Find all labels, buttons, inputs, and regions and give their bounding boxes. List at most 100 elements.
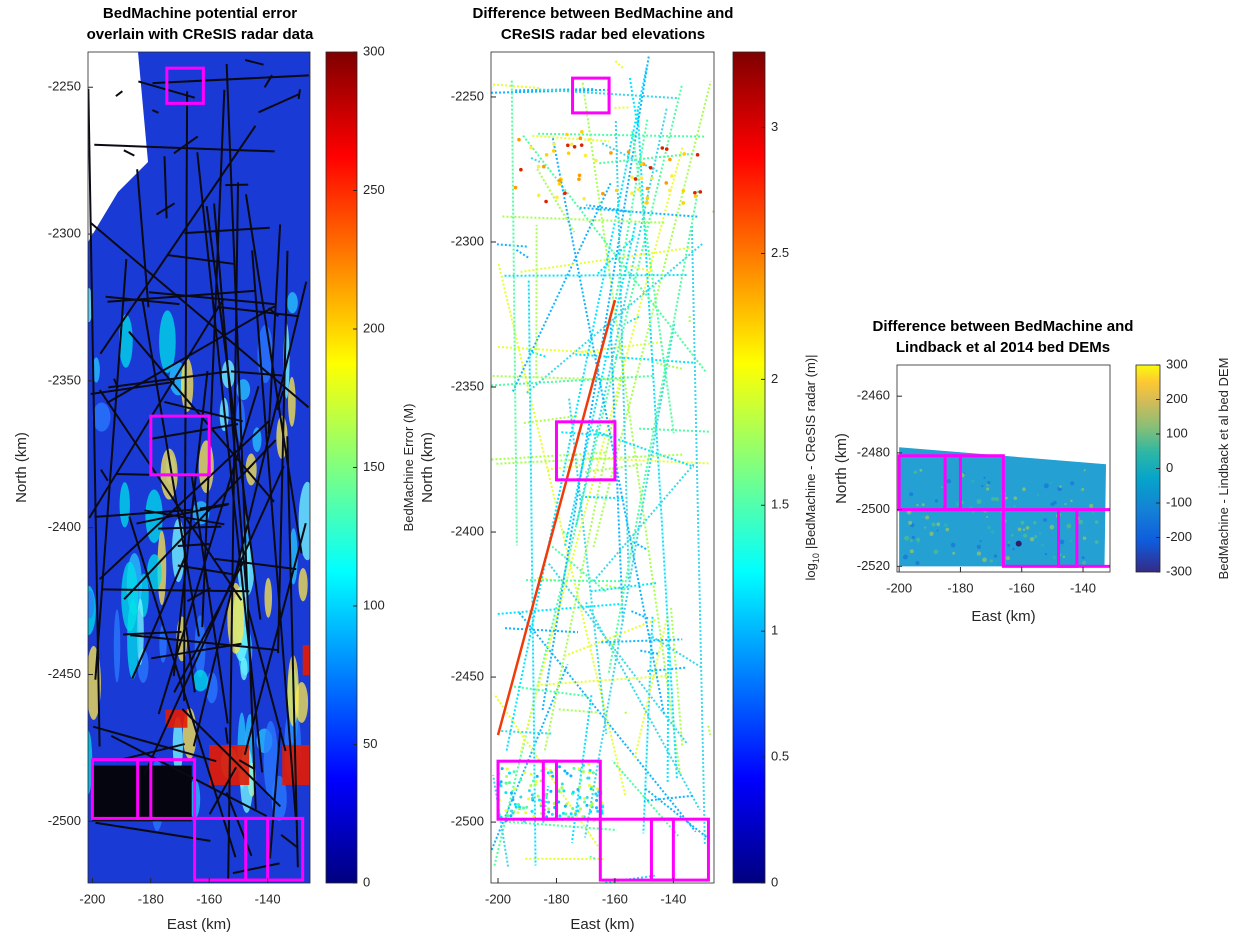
map-speckle bbox=[937, 530, 939, 532]
colorbar-label-prefix: log bbox=[803, 563, 818, 580]
map-speckle bbox=[986, 487, 989, 490]
radar-point bbox=[513, 770, 516, 773]
radar-point bbox=[544, 200, 548, 204]
chart-title: overlain with CReSIS radar data bbox=[87, 26, 314, 43]
radar-point bbox=[522, 806, 525, 809]
map-speckle bbox=[1066, 524, 1071, 529]
map-speckle bbox=[1070, 539, 1073, 542]
dense-coverage bbox=[92, 766, 191, 822]
x-tick-label: -160 bbox=[196, 891, 222, 906]
radar-point bbox=[508, 781, 511, 784]
map-speckle bbox=[1089, 504, 1093, 508]
radar-point bbox=[577, 767, 580, 770]
map-speckle bbox=[977, 499, 982, 504]
map-speckle bbox=[990, 559, 993, 562]
radar-point bbox=[587, 138, 591, 142]
colorbar-tick-label: 50 bbox=[363, 736, 377, 751]
map-speckle bbox=[937, 549, 939, 551]
map-speckle bbox=[1020, 521, 1024, 525]
radar-point bbox=[640, 162, 644, 166]
radar-point bbox=[505, 809, 508, 812]
radar-point bbox=[592, 771, 595, 774]
colorbar-tick-label: -200 bbox=[1166, 529, 1192, 544]
radar-point bbox=[580, 130, 584, 134]
map-speckle bbox=[1070, 500, 1072, 502]
colorbar-label-text: BedMachine Error (M) bbox=[401, 404, 416, 532]
radar-point bbox=[682, 152, 686, 156]
map-speckle bbox=[1023, 528, 1025, 530]
map-speckle bbox=[925, 516, 929, 520]
map-speckle bbox=[1023, 534, 1027, 538]
colorbar-tick-label: 1 bbox=[771, 623, 778, 638]
x-tick-label: -160 bbox=[1009, 580, 1035, 595]
radar-point bbox=[558, 814, 561, 817]
radar-point bbox=[532, 780, 535, 783]
x-tick-label: -180 bbox=[543, 891, 569, 906]
map-speckle bbox=[981, 485, 983, 487]
map-speckle bbox=[1026, 526, 1030, 530]
radar-point bbox=[555, 196, 559, 200]
radar-point bbox=[558, 765, 561, 768]
radar-point bbox=[586, 796, 589, 799]
map-speckle bbox=[1078, 520, 1083, 525]
radar-point bbox=[595, 799, 598, 802]
map-speckle bbox=[1033, 521, 1036, 524]
map-speckle bbox=[910, 549, 914, 553]
radar-point bbox=[523, 771, 526, 774]
radar-point bbox=[551, 813, 554, 816]
radar-point bbox=[627, 150, 631, 154]
radar-point bbox=[567, 151, 571, 155]
radar-point bbox=[562, 789, 565, 792]
radar-point bbox=[696, 153, 700, 157]
map-speckle bbox=[1081, 488, 1084, 491]
y-tick-label: -2350 bbox=[451, 378, 484, 393]
radar-point bbox=[506, 814, 509, 817]
plot-area bbox=[491, 52, 714, 883]
radar-point bbox=[681, 201, 685, 205]
radar-point bbox=[646, 196, 650, 200]
radar-point bbox=[537, 194, 541, 198]
map-speckle bbox=[922, 516, 924, 518]
radar-point bbox=[570, 812, 573, 815]
map-speckle bbox=[936, 522, 940, 526]
map-speckle bbox=[1084, 469, 1086, 471]
colorbar-label: log10|BedMachine - CReSIS radar (m)| bbox=[803, 355, 821, 581]
colorbar-label-sub: 10 bbox=[811, 553, 821, 563]
radar-point bbox=[515, 806, 518, 809]
radar-point bbox=[510, 809, 513, 812]
map-speckle bbox=[1008, 541, 1010, 543]
map-speckle bbox=[919, 469, 922, 472]
error-patch bbox=[303, 645, 315, 675]
radar-point bbox=[558, 790, 561, 793]
map-speckle bbox=[994, 554, 997, 557]
radar-point bbox=[595, 806, 598, 809]
radar-point bbox=[566, 143, 570, 147]
map-speckle bbox=[1064, 503, 1066, 505]
radar-point bbox=[572, 791, 575, 794]
x-tick-label: -180 bbox=[138, 891, 164, 906]
radar-point bbox=[527, 797, 530, 800]
map-speckle bbox=[1007, 544, 1010, 547]
radar-point bbox=[634, 177, 638, 181]
radar-point bbox=[682, 189, 686, 193]
map-speckle bbox=[929, 532, 933, 536]
colorbar-tick-label: 3 bbox=[771, 119, 778, 134]
error-streak bbox=[295, 682, 308, 723]
radar-point bbox=[570, 142, 574, 146]
radar-point bbox=[538, 799, 541, 802]
radar-point bbox=[596, 788, 599, 791]
radar-point bbox=[572, 767, 575, 770]
x-axis-label: East (km) bbox=[971, 608, 1035, 625]
map-speckle bbox=[987, 481, 990, 484]
map-speckle bbox=[1059, 540, 1064, 545]
y-tick-label: -2400 bbox=[451, 523, 484, 538]
map-speckle bbox=[1053, 556, 1057, 560]
map-speckle bbox=[977, 551, 981, 555]
radar-point bbox=[531, 793, 534, 796]
y-tick-label: -2500 bbox=[451, 814, 484, 829]
radar-point bbox=[609, 151, 613, 155]
radar-point bbox=[542, 165, 546, 169]
radar-point bbox=[565, 133, 569, 137]
radar-point bbox=[563, 770, 566, 773]
map-speckle bbox=[1043, 518, 1047, 522]
